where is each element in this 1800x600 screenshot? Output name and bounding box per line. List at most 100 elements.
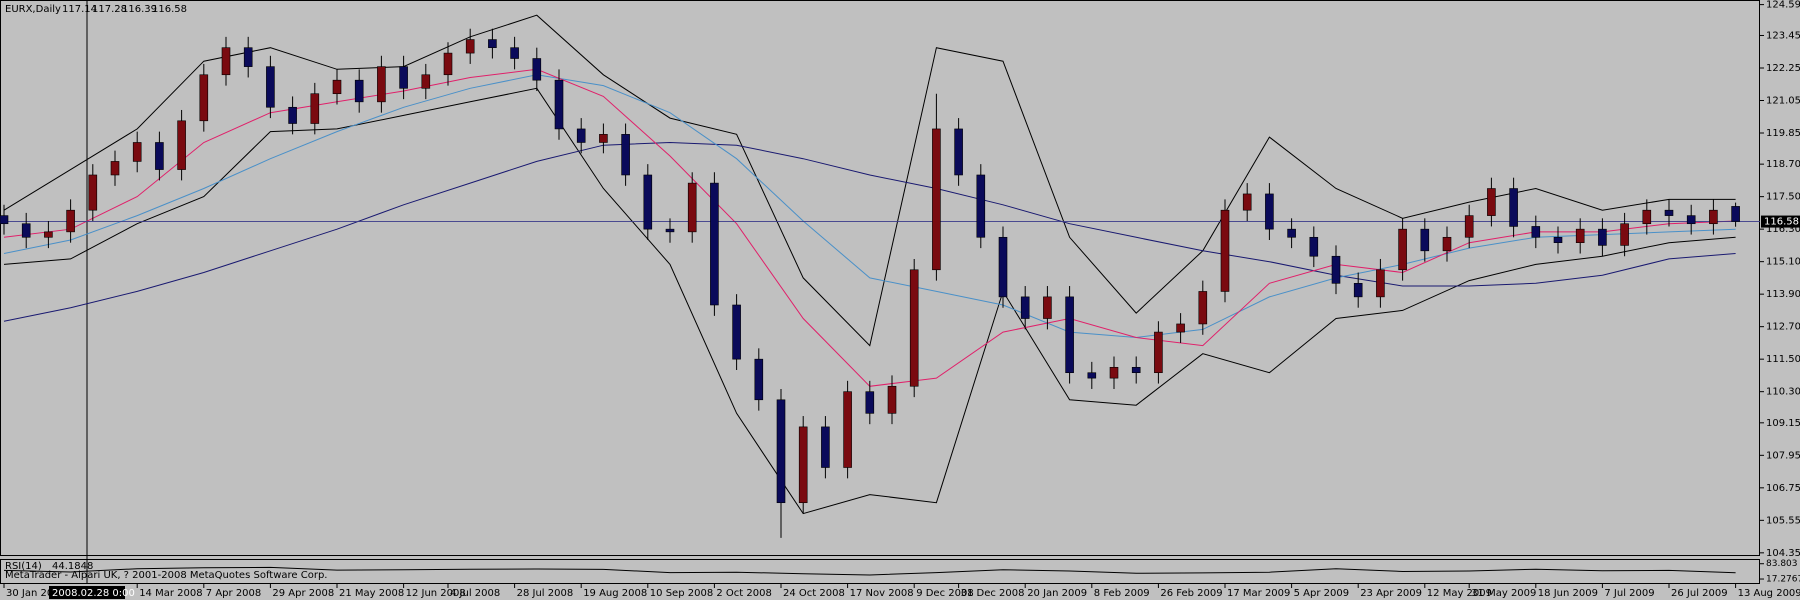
candle-body [932, 128, 941, 271]
candle-body [1087, 372, 1097, 379]
candle-body [288, 106, 297, 124]
y-tick-label: 119.85 [1766, 128, 1800, 139]
x-tick-label: 21 May 2008 [339, 588, 404, 599]
x-tick-label: 12 May 2009 [1427, 588, 1492, 599]
x-tick-label: 28 Jul 2008 [517, 588, 574, 599]
candle-body [732, 304, 741, 360]
header-open: 117.14 [62, 4, 97, 15]
candle-body [1242, 193, 1252, 211]
candle-body [665, 228, 675, 233]
rsi-line [3, 566, 1736, 576]
x-tick-label: 10 Sep 2008 [650, 588, 713, 599]
y-tick-label: 122.25 [1766, 63, 1800, 74]
candle-body [310, 93, 320, 124]
y-tick-label: 106.75 [1766, 483, 1800, 494]
candle-body [266, 66, 275, 108]
y-tick-label: 104.35 [1766, 548, 1800, 559]
candle-body [710, 182, 719, 306]
x-tick-label: 7 Apr 2008 [206, 588, 261, 599]
candle-body [332, 79, 342, 95]
candle-body [1309, 236, 1319, 257]
candle-body [887, 385, 897, 414]
y-tick-label: 105.55 [1766, 515, 1800, 526]
chart-title: EURX,Daily [5, 4, 61, 15]
y-tick-label: 109.15 [1766, 418, 1800, 429]
price-pane [0, 0, 1760, 556]
indicator-line [3, 141, 1736, 322]
current-price-label: 116.58 [1764, 217, 1799, 228]
y-tick-label: 113.90 [1766, 289, 1800, 300]
candle-body [1198, 291, 1208, 325]
candle-body [488, 39, 497, 48]
candle-body [1709, 209, 1718, 225]
candle-body [1442, 236, 1452, 252]
x-tick-label: 19 Aug 2008 [583, 588, 647, 599]
candle-body [44, 231, 53, 238]
footer: MetaTrader - Alpari UK, ? 2001-2008 Meta… [5, 570, 327, 581]
candle-body [421, 74, 431, 89]
candle-body [909, 269, 919, 387]
candle-body [1420, 228, 1430, 252]
x-tick-label: 24 Oct 2008 [783, 588, 845, 599]
y-tick-label: 118.70 [1766, 159, 1800, 170]
candle-body [243, 47, 253, 67]
candle-body [1331, 255, 1341, 284]
x-tick-label: 7 Jul 2009 [1604, 588, 1654, 599]
rsi-tick-label: 17.2767 [1766, 575, 1800, 585]
candle-body [221, 47, 231, 76]
rsi-title: RSI(14) [5, 561, 42, 572]
candle-body [399, 66, 408, 89]
candle-body [1220, 209, 1230, 292]
candle-body [66, 209, 75, 233]
x-tick-label: 29 Apr 2008 [272, 588, 334, 599]
rsi-tick-label: 83.803 [1766, 559, 1798, 569]
candle-body [1131, 366, 1141, 374]
x-tick-label: 18 Jun 2009 [1538, 588, 1598, 599]
candle-body [132, 142, 142, 162]
candle-body [1353, 283, 1363, 298]
x-tick-label: 2 Oct 2008 [716, 588, 771, 599]
candle-body [443, 52, 453, 76]
candle-body [1464, 215, 1474, 238]
candle-body [599, 134, 608, 143]
candle-body [155, 142, 164, 170]
x-tick-label: 9 Dec 2008 [916, 588, 974, 599]
rsi-pane [0, 559, 1760, 584]
candle-body [1731, 206, 1740, 222]
candle-body [510, 47, 519, 59]
current-price-box [1761, 215, 1800, 228]
candle-body [1487, 188, 1496, 216]
candle-body [1531, 226, 1541, 238]
header-high: 117.28 [92, 4, 127, 15]
candle-body [0, 215, 9, 225]
x-tick-label: 17 Nov 2008 [850, 588, 914, 599]
x-tick-label: 8 Feb 2009 [1094, 588, 1150, 599]
x-tick-label: 5 Apr 2009 [1294, 588, 1349, 599]
candle-body [1154, 331, 1163, 374]
x-tick-label: 13 Aug 2009 [1738, 588, 1800, 599]
x-tick-label: 23 Apr 2009 [1360, 588, 1422, 599]
candle-body [21, 223, 31, 238]
candle-body [1575, 228, 1585, 243]
candle-body [1553, 236, 1563, 243]
candle-body [177, 120, 186, 170]
x-tick-label: 31 May 2009 [1471, 588, 1536, 599]
candle-body [754, 358, 764, 401]
x-tick-label: 30 Jan 2008 [6, 588, 66, 599]
candle-body [1065, 296, 1074, 374]
y-tick-label: 115.10 [1766, 257, 1800, 268]
candle-body [532, 58, 542, 81]
indicator-line [3, 14, 1736, 347]
candle-body [1509, 188, 1518, 227]
x-tick-label: 31 Dec 2008 [961, 588, 1025, 599]
candle-body [199, 74, 209, 122]
candle-body [1043, 296, 1052, 319]
rsi-value: 44.1848 [52, 561, 93, 572]
candle-body [976, 174, 986, 238]
header-low: 116.39 [122, 4, 157, 15]
y-tick-label: 110.30 [1766, 387, 1800, 398]
candle-body [1642, 209, 1652, 225]
candle-body [465, 39, 475, 54]
candle-body [576, 128, 586, 143]
